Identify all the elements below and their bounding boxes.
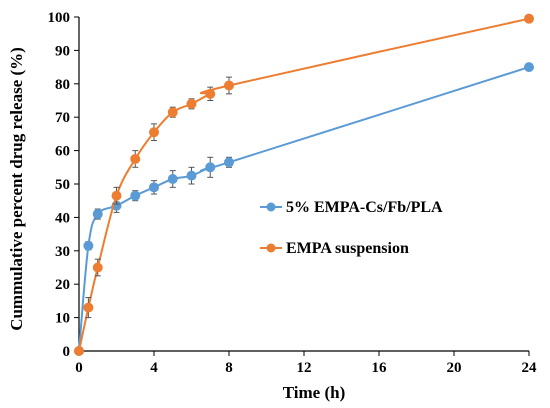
y-tick-label: 100 xyxy=(48,10,71,26)
data-point xyxy=(111,190,122,201)
axes xyxy=(78,17,529,352)
legend: 5% EMPA-Cs/Fb/PLA EMPA suspension xyxy=(260,199,443,257)
series-0 xyxy=(74,62,534,356)
y-tick-label: 70 xyxy=(55,110,70,126)
data-point xyxy=(224,157,234,168)
y-tick-label: 20 xyxy=(55,277,70,293)
data-point xyxy=(92,209,103,220)
data-point xyxy=(524,13,534,24)
x-tick-label: 4 xyxy=(150,360,158,376)
y-tick-label: 40 xyxy=(55,210,70,226)
data-point xyxy=(74,346,84,356)
data-point xyxy=(167,173,178,184)
data-point xyxy=(83,302,94,313)
data-point xyxy=(83,240,94,251)
legend-marker xyxy=(266,202,276,212)
y-tick-label: 30 xyxy=(55,244,70,260)
data-point xyxy=(186,170,197,181)
x-tick-label: 24 xyxy=(522,360,538,376)
data-point xyxy=(149,182,159,193)
data-point xyxy=(224,80,234,91)
data-point xyxy=(524,62,534,73)
y-tick-label: 50 xyxy=(55,177,70,193)
legend-label: 5% EMPA-Cs/Fb/PLA xyxy=(286,199,443,216)
data-point xyxy=(186,98,197,109)
series-1 xyxy=(74,13,534,356)
x-tick-label: 16 xyxy=(372,360,388,376)
data-point xyxy=(167,107,178,118)
legend-marker xyxy=(266,243,276,253)
data-point xyxy=(130,153,141,164)
x-tick-label: 8 xyxy=(225,360,233,376)
data-point xyxy=(205,88,216,99)
x-axis-title: Time (h) xyxy=(283,383,346,402)
legend-label: EMPA suspension xyxy=(286,240,409,257)
ticks: 0 10 20 30 40 50 60 70 80 90 100 0 4 8 12 16 20 24 xyxy=(48,10,538,376)
data-point xyxy=(205,162,216,173)
data-point xyxy=(92,262,103,273)
y-tick-label: 10 xyxy=(55,311,70,327)
x-tick-label: 0 xyxy=(75,360,83,376)
y-tick-label: 80 xyxy=(55,77,70,93)
y-axis-title: Cummulative percent drug release (%) xyxy=(7,47,26,331)
y-tick-label: 0 xyxy=(63,344,71,360)
series-line xyxy=(78,17,530,352)
data-point xyxy=(130,190,141,201)
x-tick-label: 20 xyxy=(447,360,462,376)
series-layer xyxy=(74,13,534,356)
x-tick-label: 12 xyxy=(297,360,312,376)
data-point xyxy=(149,127,159,138)
y-tick-label: 90 xyxy=(55,43,70,59)
y-tick-label: 60 xyxy=(55,144,70,160)
